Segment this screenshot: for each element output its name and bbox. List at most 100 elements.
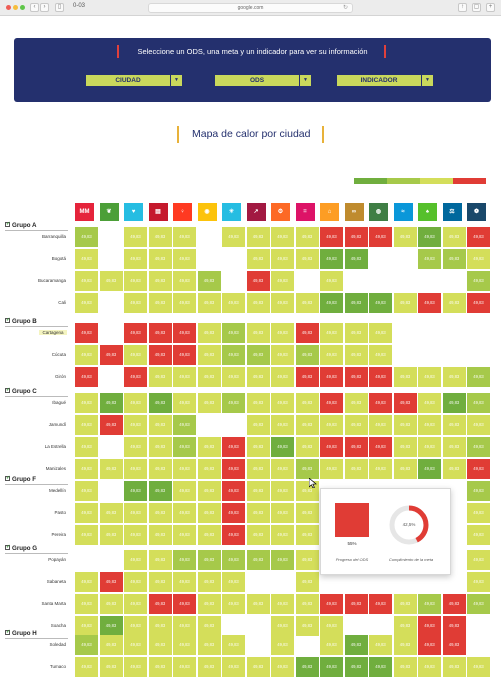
heatmap-cell[interactable]: 49,83 — [393, 657, 417, 677]
heatmap-cell[interactable]: 49,83 — [246, 437, 270, 457]
heatmap-cell[interactable]: 49,83 — [148, 481, 172, 501]
heatmap-cell[interactable]: 49,83 — [295, 227, 319, 247]
heatmap-cell[interactable]: 49,83 — [124, 657, 147, 677]
group-label[interactable]: ✓ Grupo F — [5, 474, 36, 483]
back-icon[interactable]: ‹ — [30, 3, 39, 12]
heatmap-cell[interactable]: 49,83 — [320, 437, 343, 457]
heatmap-cell[interactable]: 49,83 — [75, 249, 98, 269]
indicator-select[interactable]: INDICADOR ▼ — [337, 75, 433, 86]
heatmap-cell[interactable]: 49,83 — [467, 459, 490, 479]
heatmap-cell[interactable]: 49,83 — [148, 393, 172, 413]
heatmap-cell[interactable]: 49,83 — [467, 657, 490, 677]
heatmap-cell[interactable]: 49,83 — [442, 415, 466, 435]
city-label[interactable]: Ibagué — [52, 400, 66, 405]
heatmap-cell[interactable]: 49,83 — [173, 249, 196, 269]
heatmap-cell[interactable]: 49,83 — [271, 503, 294, 523]
heatmap-cell[interactable]: 49,83 — [173, 503, 196, 523]
heatmap-cell[interactable]: 49,83 — [295, 345, 319, 365]
heatmap-cell[interactable]: 49,83 — [246, 345, 270, 365]
heatmap-cell[interactable]: 49,83 — [148, 525, 172, 545]
heatmap-cell[interactable]: 49,83 — [75, 481, 98, 501]
forward-icon[interactable]: › — [40, 3, 49, 12]
heatmap-cell[interactable]: 49,83 — [320, 393, 343, 413]
heatmap-cell[interactable]: 49,83 — [222, 594, 245, 614]
group-checkbox[interactable]: ✓ — [5, 386, 11, 393]
heatmap-cell[interactable]: 49,83 — [393, 459, 417, 479]
heatmap-cell[interactable]: 49,83 — [271, 550, 294, 570]
zoom-window-button[interactable] — [20, 5, 25, 10]
sdg-14-icon[interactable]: ≈ — [393, 203, 413, 221]
sdg-16-icon[interactable]: ⚖ — [442, 203, 462, 221]
heatmap-cell[interactable]: 49,83 — [148, 635, 172, 655]
sdg-5-icon[interactable]: ♀ — [173, 203, 192, 221]
heatmap-cell[interactable]: 49,83 — [75, 616, 98, 636]
heatmap-cell[interactable]: 49,83 — [271, 271, 294, 291]
heatmap-cell[interactable]: 49,83 — [124, 594, 147, 614]
city-label[interactable]: Tumaco — [49, 664, 66, 669]
heatmap-cell[interactable]: 49,83 — [197, 293, 221, 313]
heatmap-cell[interactable]: 49,83 — [271, 635, 294, 655]
heatmap-cell[interactable]: 49,83 — [320, 459, 343, 479]
heatmap-cell[interactable]: 49,83 — [369, 345, 392, 365]
city-label[interactable]: Popayán — [48, 557, 66, 562]
heatmap-cell[interactable]: 49,83 — [197, 503, 221, 523]
sdg-17-icon[interactable]: ❁ — [467, 203, 486, 221]
heatmap-cell[interactable]: 49,83 — [99, 572, 123, 592]
heatmap-cell[interactable]: 49,83 — [246, 503, 270, 523]
heatmap-cell[interactable]: 49,83 — [246, 393, 270, 413]
heatmap-cell[interactable]: 49,83 — [124, 227, 147, 247]
city-label[interactable]: Pasto — [54, 510, 66, 515]
heatmap-cell[interactable]: 49,83 — [197, 657, 221, 677]
heatmap-cell[interactable]: 49,83 — [295, 572, 319, 592]
heatmap-cell[interactable]: 49,83 — [173, 616, 196, 636]
heatmap-cell[interactable]: 49,83 — [75, 367, 98, 387]
heatmap-cell[interactable]: 49,83 — [75, 459, 98, 479]
heatmap-cell[interactable]: 49,83 — [393, 594, 417, 614]
heatmap-cell[interactable]: 49,83 — [99, 393, 123, 413]
sdg-12-icon[interactable]: ∞ — [344, 203, 364, 221]
sdg-15-icon[interactable]: ♠ — [418, 203, 437, 221]
heatmap-cell[interactable]: 49,83 — [222, 293, 245, 313]
sdg-6-icon[interactable]: ◉ — [197, 203, 217, 221]
heatmap-cell[interactable]: 49,83 — [271, 594, 294, 614]
heatmap-cell[interactable]: 49,83 — [148, 657, 172, 677]
heatmap-cell[interactable]: 49,83 — [344, 635, 368, 655]
heatmap-cell[interactable]: 49,83 — [197, 459, 221, 479]
heatmap-cell[interactable]: 49,83 — [197, 481, 221, 501]
heatmap-cell[interactable]: 49,83 — [222, 367, 245, 387]
heatmap-cell[interactable]: 49,83 — [418, 657, 441, 677]
group-label[interactable]: ✓ Grupo H — [5, 629, 37, 637]
group-checkbox[interactable]: ✓ — [5, 474, 11, 481]
heatmap-cell[interactable]: 49,83 — [344, 323, 368, 343]
heatmap-cell[interactable]: 49,83 — [148, 594, 172, 614]
heatmap-cell[interactable]: 49,83 — [393, 393, 417, 413]
heatmap-cell[interactable]: 49,83 — [467, 503, 490, 523]
city-label[interactable]: Soledad — [49, 642, 66, 647]
heatmap-cell[interactable]: 49,83 — [344, 459, 368, 479]
heatmap-cell[interactable]: 49,83 — [173, 572, 196, 592]
city-label[interactable]: Cúcuta — [51, 352, 66, 357]
heatmap-cell[interactable]: 49,83 — [75, 437, 98, 457]
city-label[interactable]: Cartagena — [39, 330, 67, 335]
sdg-1-icon[interactable]: ΜΜ — [75, 203, 94, 221]
heatmap-cell[interactable]: 49,83 — [124, 481, 147, 501]
heatmap-cell[interactable]: 49,83 — [295, 594, 319, 614]
group-label[interactable]: ✓ Grupo A — [5, 221, 37, 229]
heatmap-cell[interactable]: 49,83 — [222, 345, 245, 365]
heatmap-cell[interactable]: 49,83 — [197, 271, 221, 291]
heatmap-cell[interactable]: 49,83 — [369, 293, 392, 313]
heatmap-cell[interactable]: 49,83 — [197, 550, 221, 570]
heatmap-cell[interactable]: 49,83 — [75, 345, 98, 365]
heatmap-cell[interactable]: 49,83 — [75, 393, 98, 413]
heatmap-cell[interactable]: 49,83 — [148, 415, 172, 435]
heatmap-cell[interactable]: 49,83 — [344, 415, 368, 435]
heatmap-cell[interactable]: 49,83 — [197, 393, 221, 413]
heatmap-cell[interactable]: 49,83 — [418, 459, 441, 479]
heatmap-cell[interactable]: 49,83 — [467, 550, 490, 570]
heatmap-cell[interactable]: 49,83 — [148, 572, 172, 592]
heatmap-cell[interactable]: 49,83 — [124, 293, 147, 313]
heatmap-cell[interactable]: 49,83 — [124, 437, 147, 457]
heatmap-cell[interactable]: 49,83 — [295, 293, 319, 313]
heatmap-cell[interactable]: 49,83 — [442, 293, 466, 313]
group-label[interactable]: ✓ Grupo C — [5, 386, 37, 395]
